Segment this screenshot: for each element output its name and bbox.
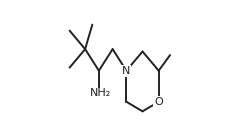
Text: N: N <box>122 66 131 76</box>
Text: O: O <box>154 97 163 107</box>
Text: NH₂: NH₂ <box>90 88 111 98</box>
